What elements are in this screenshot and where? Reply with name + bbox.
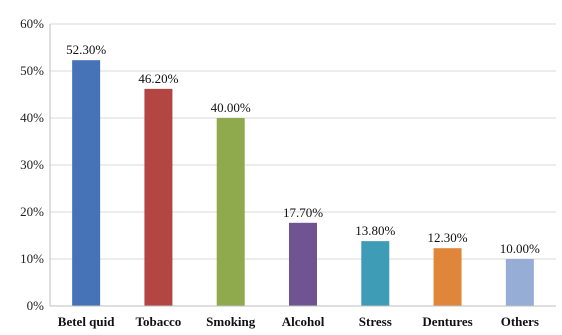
data-label: 52.30% [66, 42, 106, 57]
data-labels: 52.30% 46.20% 40.00% 17.70% 13.80% 12.30% 10.0… [66, 42, 540, 256]
y-tick-label: 30% [20, 157, 44, 172]
y-tick-label: 50% [20, 63, 44, 78]
data-label: 10.00% [500, 241, 540, 256]
bar [505, 259, 534, 306]
bar [144, 88, 173, 306]
y-tick-label: 60% [20, 16, 44, 31]
category-label: Dentures [422, 314, 472, 329]
data-label: 13.80% [355, 223, 395, 238]
bar [289, 222, 317, 306]
category-labels: Betel quid Tobacco Smoking Alcohol Stress Den… [58, 314, 539, 329]
bars [72, 60, 534, 306]
y-tick-label: 40% [20, 110, 44, 125]
data-label: 12.30% [428, 230, 468, 245]
category-label: Smoking [206, 314, 256, 329]
data-label: 17.70% [283, 205, 323, 220]
bar [433, 248, 462, 306]
y-tick-label: 0% [27, 298, 45, 313]
bar [216, 118, 245, 306]
category-label: Stress [359, 314, 392, 329]
category-label: Betel quid [58, 314, 115, 329]
data-label: 40.00% [211, 100, 251, 115]
category-label: Alcohol [282, 314, 325, 329]
bar [361, 241, 390, 306]
data-label: 46.20% [138, 71, 178, 86]
y-tick-label: 20% [20, 204, 44, 219]
category-label: Others [501, 314, 539, 329]
bar [72, 60, 101, 306]
grid-lines [50, 23, 556, 260]
y-tick-label: 10% [20, 251, 44, 266]
category-label: Tobacco [136, 314, 182, 329]
y-axis-ticks: 0% 10% 20% 30% 40% 50% 60% [20, 16, 44, 313]
